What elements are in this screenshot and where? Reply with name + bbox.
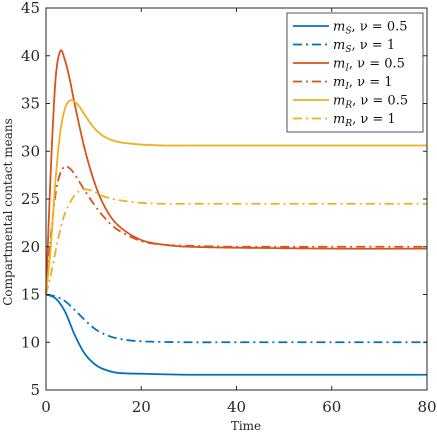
x-tick-labels: 0 20 40 60 80 <box>41 398 436 416</box>
y-tick-label: 45 <box>21 0 40 17</box>
series-line-6 <box>45 188 427 295</box>
series-line-4 <box>45 165 427 295</box>
legend-label-3: mI, ν = 0.5 <box>333 57 405 74</box>
legend-box <box>286 12 424 133</box>
x-axis-title: Time <box>231 419 261 433</box>
y-tick-label: 10 <box>21 333 40 351</box>
x-tick-label: 60 <box>322 398 341 416</box>
y-tick-label: 15 <box>21 286 40 304</box>
y-tick-label: 20 <box>21 238 40 256</box>
series-line-2 <box>45 293 427 344</box>
y-axis-title: Compartmental contact means <box>1 118 15 306</box>
x-tick-label: 0 <box>41 398 51 416</box>
x-tick-label: 20 <box>132 398 151 416</box>
y-tick-label: 25 <box>21 190 40 208</box>
y-tick-label: 35 <box>21 95 40 113</box>
x-tick-label: 40 <box>227 398 246 416</box>
legend-label-5: mR, ν = 0.5 <box>333 94 408 111</box>
series-layer <box>45 49 428 376</box>
y-tick-label: 40 <box>21 47 40 65</box>
axes-layer <box>45 7 428 391</box>
series-line-5 <box>45 99 427 295</box>
y-tick-labels: 5 10 15 20 25 30 35 40 45 <box>21 0 40 399</box>
x-tick-label: 80 <box>417 398 436 416</box>
legend-label-2: mS, ν = 1 <box>333 38 395 55</box>
series-line-1 <box>45 293 427 376</box>
series-line-3 <box>45 49 428 295</box>
legend-label-1: mS, ν = 0.5 <box>333 20 408 37</box>
legend-label-6: mR, ν = 1 <box>333 112 396 129</box>
legend-label-4: mI, ν = 1 <box>333 75 393 92</box>
y-tick-label: 5 <box>30 381 40 399</box>
legend: mS, ν = 0.5mS, ν = 1 mI, ν = 0.5mI, ν = 1… <box>286 12 424 133</box>
y-tick-label: 30 <box>21 142 40 160</box>
